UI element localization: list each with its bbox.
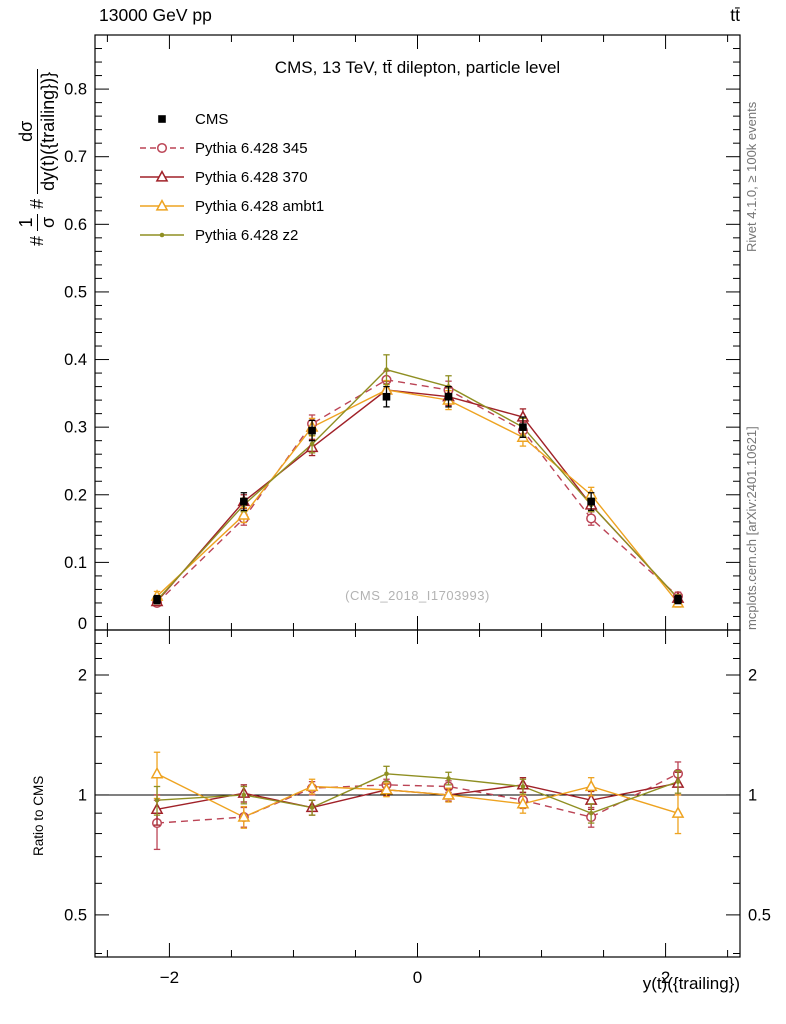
legend-label: CMS: [195, 110, 229, 128]
process-label: tt̄: [730, 5, 740, 25]
ylabel-fraction-2: dσ dy(t)({trailing})}: [16, 68, 58, 194]
legend-item: Pythia 6.428 370: [138, 166, 324, 188]
ratio-y-axis-label: Ratio to CMS: [31, 775, 46, 856]
svg-text:0.5: 0.5: [64, 906, 87, 924]
svg-text:0.5: 0.5: [748, 906, 771, 924]
x-axis-label: y(t)({trailing}): [642, 974, 740, 993]
ylabel-hash-1: #: [26, 235, 47, 246]
rivet-version-label: Rivet 4.1.0, ≥ 100k events: [744, 101, 759, 252]
ylabel-fraction-1: 1 σ: [16, 213, 58, 231]
legend-marker-triangle-open: [140, 199, 184, 211]
legend-item: Pythia 6.428 z2: [138, 224, 324, 246]
svg-text:1: 1: [748, 786, 757, 804]
ylabel-hash-2: #: [26, 198, 47, 209]
svg-text:2: 2: [661, 968, 670, 987]
ylabel-frac2-denominator: dy(t)({trailing})}: [37, 71, 58, 191]
ylabel-frac1-numerator: 1: [16, 213, 38, 231]
legend-marker-dot-filled: [140, 232, 184, 238]
plot-title: CMS, 13 TeV, tt̄ dilepton, particle leve…: [274, 58, 561, 77]
ylabel-frac2-numerator: dσ: [16, 68, 38, 194]
main-y-axis-label: # 1 σ # dσ dy(t)({trailing})}: [16, 68, 58, 246]
legend-label: Pythia 6.428 ambt1: [195, 197, 325, 215]
legend-item: Pythia 6.428 ambt1: [138, 195, 324, 217]
legend-marker-circle-open: [140, 142, 184, 154]
svg-text:−2: −2: [160, 968, 179, 987]
legend: CMS Pythia 6.428 345 Pythia 6.428 370 Pythi…: [138, 108, 324, 246]
analysis-watermark: (CMS_2018_I1703993): [345, 588, 490, 603]
legend-label: Pythia 6.428 z2: [195, 226, 299, 244]
legend-marker-triangle-open: [140, 170, 184, 182]
svg-text:0.7: 0.7: [64, 148, 87, 166]
svg-text:2: 2: [748, 667, 757, 685]
legend-label: Pythia 6.428 370: [195, 168, 308, 186]
legend-label: Pythia 6.428 345: [195, 139, 308, 157]
svg-text:0.1: 0.1: [64, 554, 87, 572]
beam-energy-label: 13000 GeV pp: [99, 5, 212, 25]
svg-text:0.2: 0.2: [64, 486, 87, 504]
ylabel-frac1-denominator: σ: [37, 216, 58, 228]
legend-item: Pythia 6.428 345: [138, 137, 324, 159]
svg-text:0: 0: [413, 968, 422, 987]
mcplots-reference-label: mcplots.cern.ch [arXiv:2401.10621]: [744, 426, 759, 630]
legend-marker-square-filled: [158, 115, 166, 123]
legend-item: CMS: [138, 108, 324, 130]
svg-text:0.5: 0.5: [64, 283, 87, 301]
svg-text:0.3: 0.3: [64, 419, 87, 437]
svg-text:0.8: 0.8: [64, 81, 87, 99]
svg-text:2: 2: [78, 667, 87, 685]
svg-text:1: 1: [78, 786, 87, 804]
svg-text:0.4: 0.4: [64, 351, 87, 369]
svg-text:0: 0: [78, 615, 87, 633]
svg-text:0.6: 0.6: [64, 216, 87, 234]
